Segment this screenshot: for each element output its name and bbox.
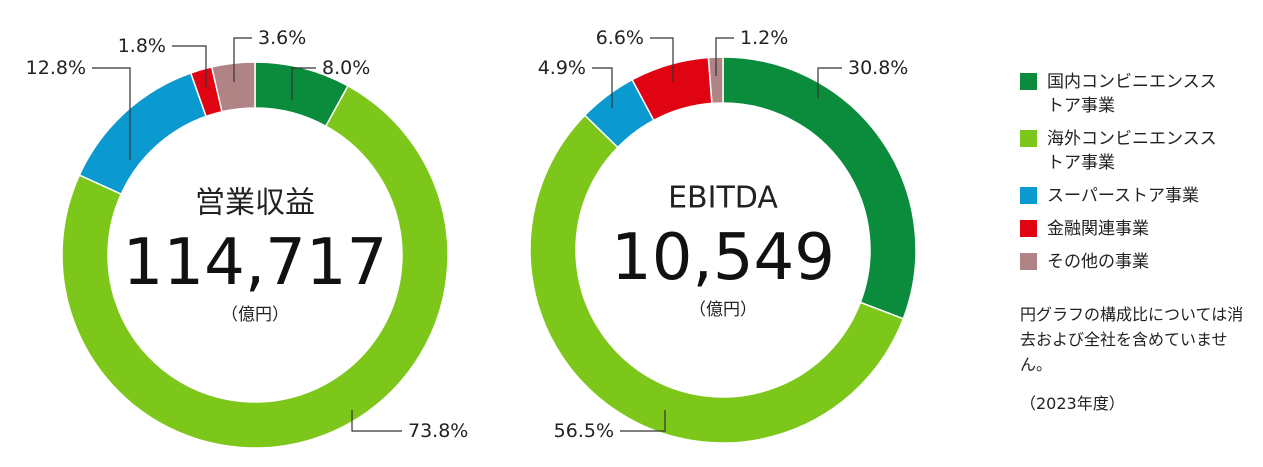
- leader-line: [92, 67, 131, 160]
- donut-slice: [78, 72, 208, 196]
- legend: 国内コンビニエンスストア事業 海外コンビニエンスストア事業 スーパーストア事業 …: [1020, 70, 1260, 283]
- slice-percent-label: 3.6%: [258, 27, 306, 49]
- leader-line: [592, 67, 613, 108]
- chart-total-value: 10,549: [611, 221, 835, 295]
- slice-percent-label: 56.5%: [554, 420, 614, 442]
- legend-item-superstore: スーパーストア事業: [1020, 184, 1260, 208]
- composition-note: 円グラフの構成比については消去および全社を含めていません。: [1020, 305, 1244, 374]
- chart-title: 営業収益: [195, 186, 315, 221]
- slice-percent-label: 1.8%: [118, 35, 166, 57]
- chart-unit: （億円）: [689, 300, 757, 320]
- legend-swatch: [1020, 73, 1037, 90]
- legend-swatch: [1020, 220, 1037, 237]
- chart-title: EBITDA: [668, 181, 778, 216]
- legend-item-overseas-cvs: 海外コンビニエンスストア事業: [1020, 127, 1260, 175]
- legend-swatch: [1020, 187, 1037, 204]
- slice-percent-label: 73.8%: [408, 420, 468, 442]
- fiscal-year: （2023年度）: [1020, 394, 1125, 413]
- leader-line: [715, 37, 734, 76]
- leader-line: [172, 45, 207, 88]
- legend-swatch: [1020, 130, 1037, 147]
- legend-label: 金融関連事業: [1047, 219, 1149, 239]
- legend-item-domestic-cvs: 国内コンビニエンスストア事業: [1020, 70, 1260, 118]
- legend-item-financial: 金融関連事業: [1020, 217, 1260, 241]
- chart-total-value: 114,717: [123, 226, 388, 300]
- leader-line: [351, 410, 402, 432]
- leader-line: [291, 67, 316, 100]
- slice-percent-label: 4.9%: [538, 57, 586, 79]
- donut-slice: [707, 56, 724, 105]
- legend-label: スーパーストア事業: [1047, 186, 1199, 206]
- legend-label: その他の事業: [1047, 252, 1149, 272]
- donut-slice: [61, 84, 449, 449]
- leader-line: [817, 67, 842, 98]
- legend-swatch: [1020, 253, 1037, 270]
- leader-line: [620, 410, 666, 432]
- slice-percent-label: 1.2%: [740, 27, 788, 49]
- slice-percent-label: 30.8%: [848, 57, 908, 79]
- leader-line: [650, 37, 674, 82]
- donut-slice: [529, 114, 905, 444]
- legend-label: 海外コンビニエンスストア事業: [1047, 129, 1217, 173]
- slice-percent-label: 6.6%: [596, 27, 644, 49]
- slice-percent-label: 12.8%: [26, 57, 86, 79]
- leader-line: [233, 37, 252, 82]
- legend-label: 国内コンビニエンスストア事業: [1047, 72, 1217, 116]
- chart-unit: （億円）: [221, 305, 289, 325]
- donut-slice: [210, 61, 256, 113]
- slice-percent-label: 8.0%: [322, 57, 370, 79]
- legend-item-other: その他の事業: [1020, 250, 1260, 274]
- donut-charts: 8.0% 73.8% 12.8% 1.8% 3.6% 営業収益 114,717 （億円） 30.…: [26, 27, 917, 449]
